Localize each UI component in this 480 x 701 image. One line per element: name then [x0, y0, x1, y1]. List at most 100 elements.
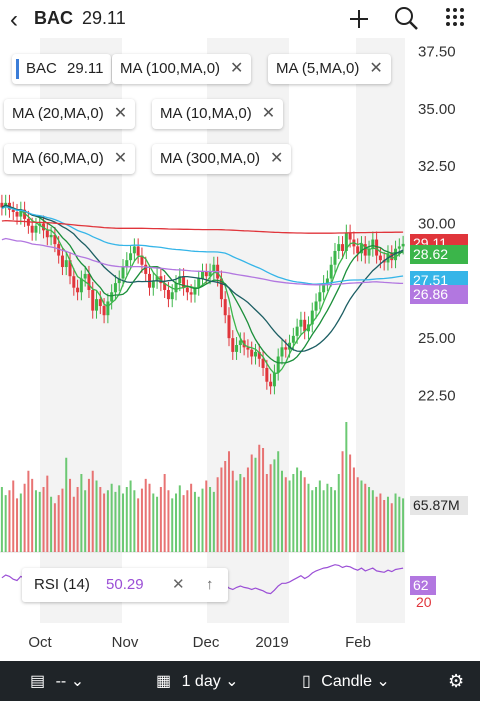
close-icon[interactable]: ✕	[261, 105, 276, 122]
chevron-down-icon: ⌄	[225, 673, 239, 690]
volume-bar	[231, 470, 234, 552]
volume-bar	[152, 493, 155, 552]
candle-body	[276, 356, 280, 373]
ma-chip-300[interactable]: MA (300,MA,0) ✕	[152, 144, 292, 174]
candle-body	[378, 255, 382, 261]
candle-body	[121, 267, 125, 279]
volume-bar	[345, 422, 348, 552]
volume-bar	[182, 495, 185, 552]
x-tick-label: Nov	[112, 634, 139, 651]
volume-bar	[163, 474, 166, 552]
y-tick-label: 32.50	[418, 158, 456, 175]
grid-icon[interactable]	[444, 4, 468, 32]
volume-bar	[125, 487, 128, 552]
interval-value: 1 day	[181, 673, 221, 690]
gear-icon[interactable]: ⚙	[448, 671, 465, 691]
ma-chip-20[interactable]: MA (20,MA,0) ✕	[4, 99, 136, 129]
volume-bar	[227, 451, 230, 552]
candle-body	[49, 234, 53, 238]
candle-body	[182, 276, 186, 288]
candle-body	[371, 239, 375, 249]
rsi-badge: 62	[410, 576, 436, 595]
candle-body	[174, 283, 178, 293]
close-icon[interactable]: ✕	[369, 60, 383, 77]
price-badge: 26.86	[410, 285, 468, 305]
rsi-label: RSI (14)	[34, 576, 90, 593]
volume-bar	[311, 490, 314, 552]
candle-body	[235, 345, 239, 352]
candle-body	[0, 202, 4, 208]
candle-body	[95, 299, 99, 311]
calendar-icon: ▤	[30, 673, 46, 690]
candle-body	[337, 244, 341, 251]
volume-bar	[243, 477, 246, 552]
volume-bar	[171, 498, 174, 552]
ma-line	[1, 219, 404, 234]
candle-body	[246, 347, 250, 350]
stock-chart[interactable]: 37.50 35.00 32.50 30.00 25.00 22.50 Oct Nov Dec…	[0, 38, 480, 661]
volume-bar	[390, 503, 393, 552]
candle-body	[299, 319, 303, 327]
chart-style-selector[interactable]: ▯ Candle ⌄	[302, 671, 390, 691]
candle-body	[98, 299, 102, 307]
volume-bar	[0, 487, 3, 552]
candle-body	[193, 287, 197, 295]
close-icon[interactable]: ✕	[270, 150, 284, 167]
close-icon[interactable]: ✕	[113, 105, 128, 122]
volume-bar	[12, 480, 15, 552]
volume-bar	[296, 467, 299, 552]
close-icon[interactable]: ✕	[113, 150, 128, 167]
ma-line	[1, 206, 404, 285]
ma-chip-60[interactable]: MA (60,MA,0) ✕	[4, 144, 136, 174]
volume-bar	[394, 493, 397, 552]
candle-body	[295, 326, 299, 336]
volume-bar	[133, 490, 136, 552]
ticker-symbol: BAC	[34, 8, 73, 28]
volume-bar	[250, 454, 253, 552]
volume-bar	[76, 487, 79, 552]
range-selector[interactable]: ▤ -- ⌄	[30, 671, 84, 691]
volume-bar	[398, 496, 401, 552]
volume-bar	[379, 493, 382, 552]
search-icon[interactable]	[392, 4, 420, 32]
candle-body	[269, 381, 273, 387]
ma-line	[1, 237, 404, 286]
chevron-left-icon[interactable]: ‹	[10, 6, 18, 33]
main-series-chip[interactable]: BAC 29.11	[12, 54, 112, 84]
volume-bar	[72, 496, 75, 552]
ma-chip-10[interactable]: MA (10,MA,0) ✕	[152, 99, 284, 129]
volume-bar	[144, 478, 147, 552]
candle-body	[280, 347, 284, 357]
volume-bar	[220, 467, 223, 552]
candle-body	[227, 315, 231, 339]
volume-bar	[122, 493, 125, 552]
ma-chip-100[interactable]: MA (100,MA,0) ✕	[112, 54, 252, 84]
volume-bar	[137, 498, 140, 552]
plus-icon[interactable]	[346, 4, 372, 32]
y-tick-label: 37.50	[418, 43, 456, 60]
volume-bar	[292, 474, 295, 552]
volume-bar	[239, 474, 242, 552]
volume-bar	[364, 483, 367, 552]
y-tick-label: 35.00	[418, 101, 456, 118]
candle-body	[163, 283, 167, 290]
candle-body	[144, 264, 148, 274]
y-tick-label: 22.50	[418, 387, 456, 404]
close-icon[interactable]: ✕	[230, 60, 244, 77]
candle-body	[15, 212, 19, 217]
candle-body	[11, 209, 15, 213]
volume-bar	[65, 457, 68, 552]
interval-selector[interactable]: ▦ 1 day ⌄	[156, 671, 239, 691]
candle-body	[394, 248, 398, 261]
rsi-legend[interactable]: RSI (14) 50.29 ✕ ↑	[22, 568, 228, 602]
volume-bar	[16, 498, 19, 552]
close-icon[interactable]: ✕	[172, 576, 185, 593]
volume-bar	[341, 451, 344, 552]
ma-chip-label: MA (10,MA,0)	[160, 105, 252, 122]
volume-bar	[254, 457, 257, 552]
volume-bar	[299, 470, 302, 552]
arrow-up-icon[interactable]: ↑	[206, 576, 214, 593]
candle-body	[113, 283, 117, 293]
ma-chip-5[interactable]: MA (5,MA,0) ✕	[268, 54, 391, 84]
volume-bar	[262, 448, 265, 552]
